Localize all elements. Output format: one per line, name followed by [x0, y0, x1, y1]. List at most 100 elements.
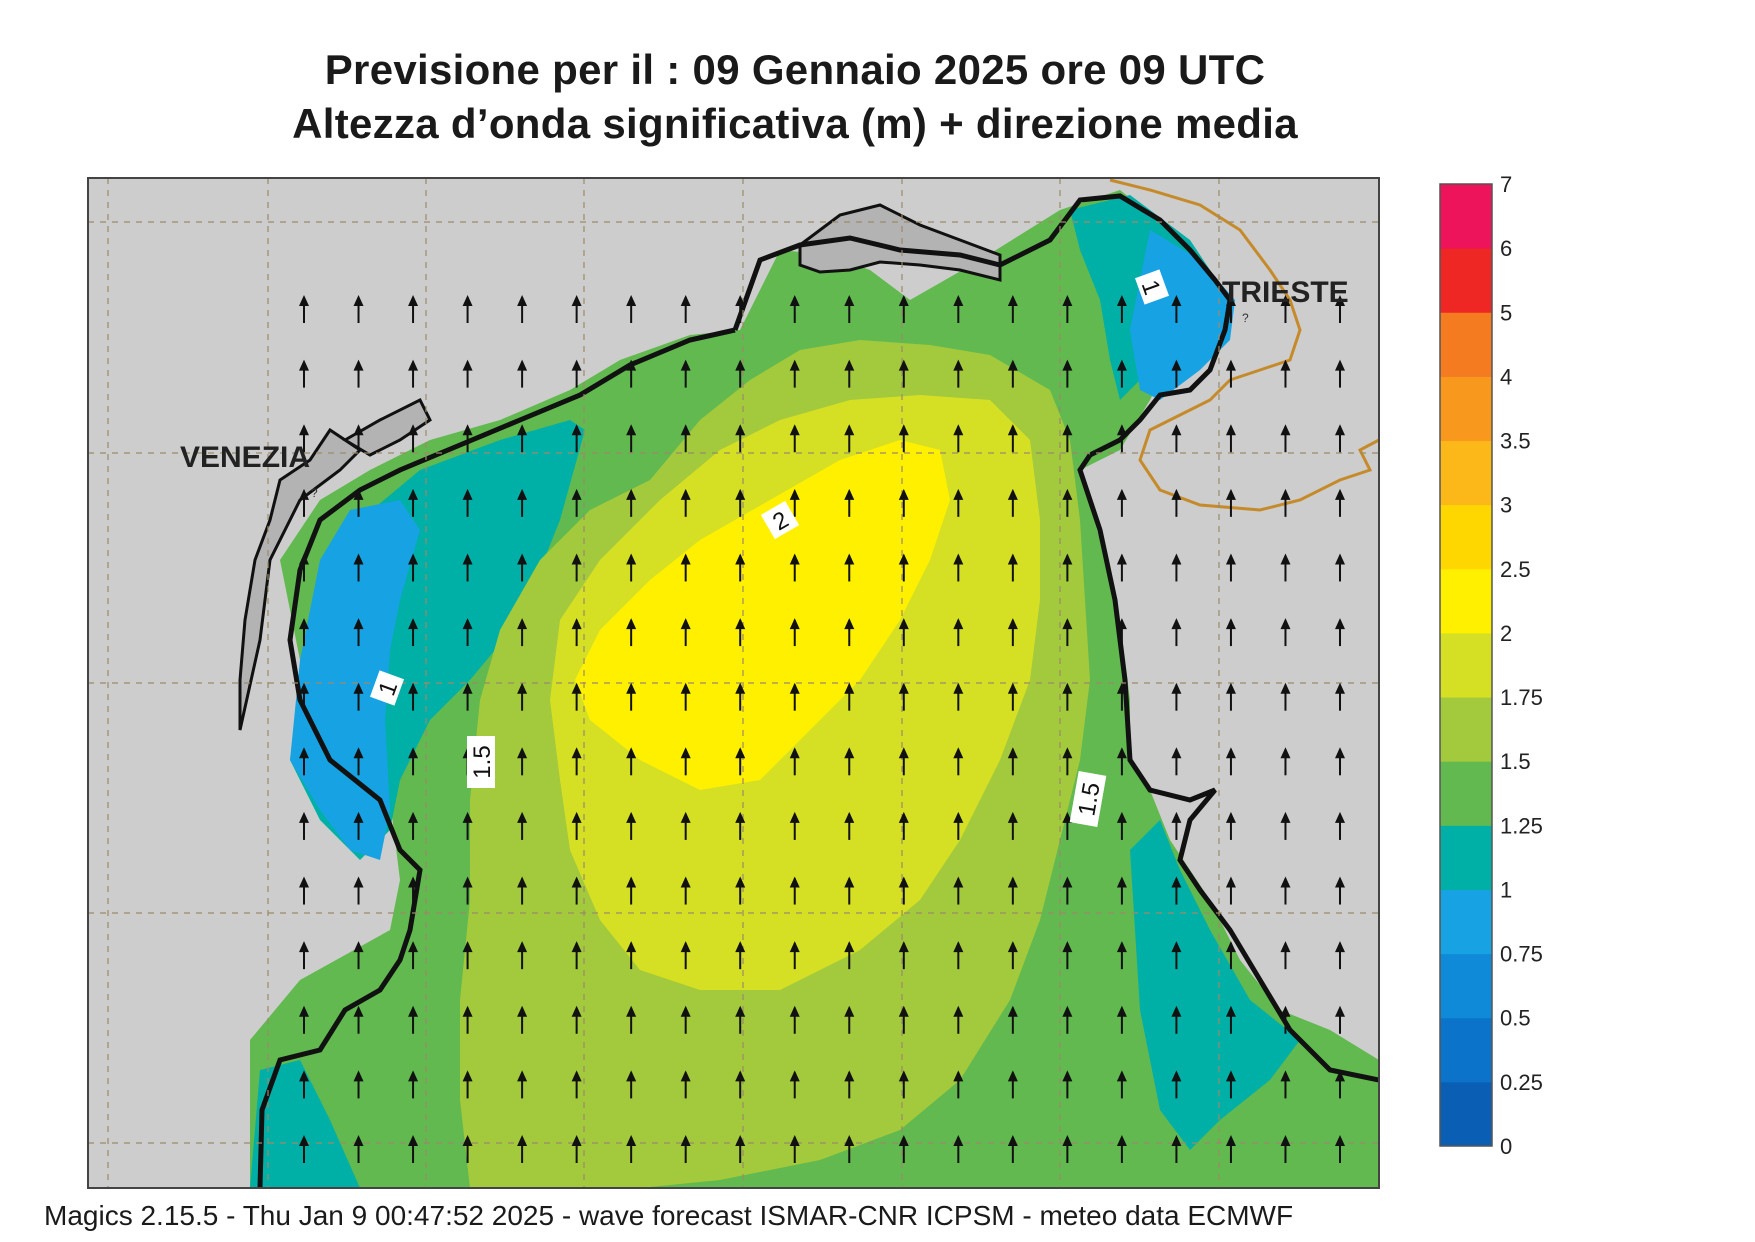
- wave-arrow: [626, 941, 637, 970]
- wave-arrow: [735, 1005, 746, 1034]
- wave-arrow: [1116, 876, 1127, 905]
- wave-arrow: [680, 941, 691, 970]
- wave-arrow: [844, 553, 855, 582]
- svg-text:1.5: 1.5: [469, 745, 496, 778]
- footer-credits: Magics 2.15.5 - Thu Jan 9 00:47:52 2025 …: [44, 1200, 1294, 1231]
- wave-arrow: [408, 941, 419, 970]
- legend-tick-label: 7: [1500, 172, 1512, 197]
- legend-tick-label: 0.25: [1500, 1070, 1543, 1095]
- wave-arrow: [1007, 747, 1018, 776]
- wave-arrow: [1225, 682, 1236, 711]
- wave-arrow: [844, 295, 855, 323]
- wave-arrow: [408, 553, 419, 582]
- wave-arrow: [789, 424, 800, 453]
- legend-swatch: [1440, 568, 1492, 634]
- legend-swatch: [1440, 376, 1492, 442]
- wave-arrow: [626, 424, 637, 453]
- wave-arrow: [844, 488, 855, 517]
- wave-arrow: [1062, 618, 1073, 647]
- wave-arrow: [1171, 488, 1182, 517]
- wave-arrow: [299, 1070, 309, 1099]
- wave-arrow: [462, 618, 473, 647]
- wave-arrow: [626, 1070, 637, 1099]
- legend-tick-label: 1.75: [1500, 685, 1543, 710]
- wave-arrow: [626, 295, 637, 323]
- wave-arrow: [1171, 424, 1182, 453]
- place-marker-trieste: ?: [1242, 311, 1249, 325]
- wave-arrow: [1335, 1070, 1345, 1099]
- wave-arrow: [844, 1070, 855, 1099]
- legend-tick-label: 1.5: [1500, 749, 1531, 774]
- wave-arrow: [626, 618, 637, 647]
- north-coast-land: [798, 203, 1002, 282]
- wave-arrow: [1225, 1005, 1236, 1034]
- wave-arrow: [299, 811, 309, 840]
- wave-arrow: [299, 1005, 309, 1034]
- wave-arrow: [299, 424, 309, 453]
- legend-swatch: [1440, 632, 1492, 698]
- wave-arrow: [462, 424, 473, 453]
- wave-arrow: [953, 618, 964, 647]
- wave-arrow: [1225, 1135, 1236, 1163]
- wave-arrow: [953, 941, 964, 970]
- wave-arrow: [735, 1070, 746, 1099]
- contour-label-1-5-east: 1.5: [1069, 770, 1107, 828]
- wave-arrow: [299, 941, 309, 970]
- forecast-title: Previsione per il : 09 Gennaio 2025 ore …: [324, 46, 1266, 93]
- wave-arrow: [1280, 941, 1291, 970]
- wave-arrow: [1007, 553, 1018, 582]
- wave-arrow: [626, 1005, 637, 1034]
- wave-arrow: [735, 359, 746, 388]
- wave-arrow: [953, 1005, 964, 1034]
- legend-tick-label: 1: [1500, 877, 1512, 902]
- wave-arrow: [517, 811, 528, 840]
- legend-swatch: [1440, 1017, 1492, 1083]
- wave-arrow: [571, 359, 582, 388]
- wave-arrow: [844, 359, 855, 388]
- wave-arrow: [1116, 553, 1127, 582]
- wave-arrow: [571, 488, 582, 517]
- wave-arrow: [517, 553, 528, 582]
- wave-arrow: [462, 941, 473, 970]
- wave-arrow: [517, 1070, 528, 1099]
- wave-arrow: [1116, 488, 1127, 517]
- wave-arrow: [571, 295, 582, 323]
- wave-arrow: [517, 424, 528, 453]
- wave-arrow: [571, 1070, 582, 1099]
- legend-tick-label: 0.75: [1500, 942, 1543, 967]
- wave-arrow: [1171, 747, 1182, 776]
- wave-arrow: [953, 682, 964, 711]
- legend-swatch: [1440, 761, 1492, 826]
- wave-arrow: [571, 618, 582, 647]
- wave-arrow: [1280, 553, 1291, 582]
- legend-swatch: [1440, 248, 1492, 313]
- wave-arrow: [1116, 359, 1127, 388]
- wave-arrow: [462, 295, 473, 323]
- wave-arrow: [735, 747, 746, 776]
- wave-arrow: [353, 359, 364, 388]
- legend-frame: [1439, 183, 1493, 1147]
- wave-arrow: [953, 747, 964, 776]
- wave-arrow: [1225, 941, 1236, 970]
- contour-label-1-west: 1: [369, 670, 405, 706]
- wave-arrow: [844, 1005, 855, 1034]
- wave-arrow: [735, 941, 746, 970]
- wave-arrow: [1062, 553, 1073, 582]
- wave-arrow: [1225, 1070, 1236, 1099]
- wave-arrow: [517, 488, 528, 517]
- wave-arrow: [626, 876, 637, 905]
- wave-arrow: [1171, 1135, 1182, 1163]
- wave-arrow: [571, 876, 582, 905]
- wave-arrow: [680, 295, 691, 323]
- wave-arrow: [462, 359, 473, 388]
- wave-arrow: [789, 876, 800, 905]
- label-trieste: TRIESTE: [1222, 276, 1349, 309]
- map-frame: [87, 177, 1380, 1189]
- coastline-west: [257, 327, 736, 1188]
- legend-tick-label: 3.5: [1500, 429, 1531, 454]
- wave-arrow: [789, 811, 800, 840]
- wave-arrow: [680, 876, 691, 905]
- sea-zone-1-0: [250, 195, 1300, 1188]
- wave-arrow: [1335, 1005, 1345, 1034]
